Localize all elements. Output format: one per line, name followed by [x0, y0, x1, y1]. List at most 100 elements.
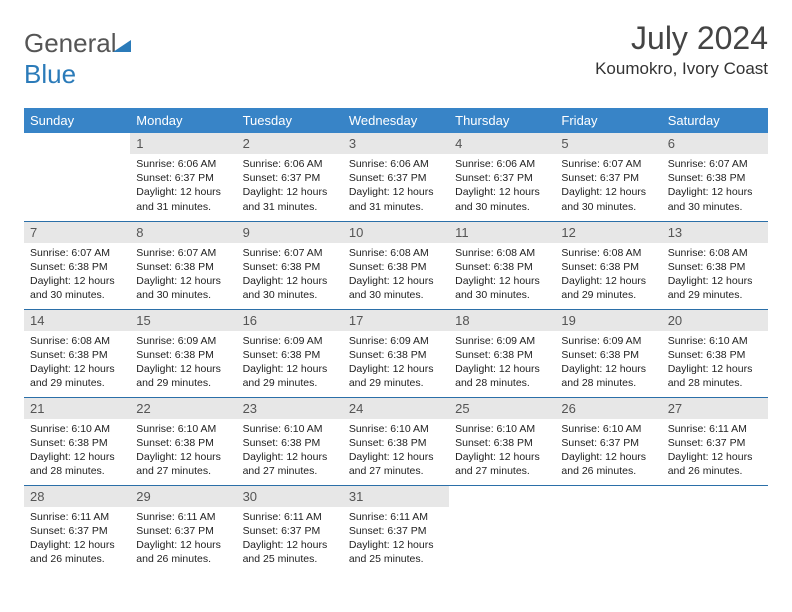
calendar-day-cell: 18Sunrise: 6:09 AMSunset: 6:38 PMDayligh…: [449, 309, 555, 397]
brand-triangle-icon: [113, 40, 131, 52]
weekday-header: Tuesday: [237, 108, 343, 133]
brand-logo: General Blue: [24, 28, 131, 90]
calendar-day-cell: 26Sunrise: 6:10 AMSunset: 6:37 PMDayligh…: [555, 397, 661, 485]
calendar-day-cell: 4Sunrise: 6:06 AMSunset: 6:37 PMDaylight…: [449, 133, 555, 221]
day-details: Sunrise: 6:07 AMSunset: 6:38 PMDaylight:…: [130, 243, 236, 309]
day-number: 29: [130, 486, 236, 507]
calendar-table: SundayMondayTuesdayWednesdayThursdayFrid…: [24, 108, 768, 573]
calendar-day-cell: 17Sunrise: 6:09 AMSunset: 6:38 PMDayligh…: [343, 309, 449, 397]
calendar-day-cell: [449, 485, 555, 573]
calendar-day-cell: 30Sunrise: 6:11 AMSunset: 6:37 PMDayligh…: [237, 485, 343, 573]
day-details: Sunrise: 6:10 AMSunset: 6:38 PMDaylight:…: [449, 419, 555, 485]
calendar-day-cell: [555, 485, 661, 573]
weekday-header: Monday: [130, 108, 236, 133]
day-details: Sunrise: 6:10 AMSunset: 6:38 PMDaylight:…: [343, 419, 449, 485]
calendar-day-cell: 28Sunrise: 6:11 AMSunset: 6:37 PMDayligh…: [24, 485, 130, 573]
calendar-day-cell: 11Sunrise: 6:08 AMSunset: 6:38 PMDayligh…: [449, 221, 555, 309]
day-details: Sunrise: 6:11 AMSunset: 6:37 PMDaylight:…: [24, 507, 130, 573]
calendar-day-cell: 9Sunrise: 6:07 AMSunset: 6:38 PMDaylight…: [237, 221, 343, 309]
day-number: 9: [237, 222, 343, 243]
day-number: 19: [555, 310, 661, 331]
day-details: Sunrise: 6:11 AMSunset: 6:37 PMDaylight:…: [662, 419, 768, 485]
day-number: 27: [662, 398, 768, 419]
calendar-day-cell: 8Sunrise: 6:07 AMSunset: 6:38 PMDaylight…: [130, 221, 236, 309]
day-number: [24, 133, 130, 154]
calendar-day-cell: 5Sunrise: 6:07 AMSunset: 6:37 PMDaylight…: [555, 133, 661, 221]
day-number: 15: [130, 310, 236, 331]
day-details: Sunrise: 6:07 AMSunset: 6:38 PMDaylight:…: [24, 243, 130, 309]
day-number: 30: [237, 486, 343, 507]
day-details: Sunrise: 6:08 AMSunset: 6:38 PMDaylight:…: [662, 243, 768, 309]
day-details: Sunrise: 6:10 AMSunset: 6:38 PMDaylight:…: [237, 419, 343, 485]
calendar-day-cell: 21Sunrise: 6:10 AMSunset: 6:38 PMDayligh…: [24, 397, 130, 485]
calendar-week-row: 1Sunrise: 6:06 AMSunset: 6:37 PMDaylight…: [24, 133, 768, 221]
day-number: [662, 486, 768, 507]
day-details: Sunrise: 6:10 AMSunset: 6:38 PMDaylight:…: [662, 331, 768, 397]
day-number: 11: [449, 222, 555, 243]
day-number: 7: [24, 222, 130, 243]
calendar-week-row: 28Sunrise: 6:11 AMSunset: 6:37 PMDayligh…: [24, 485, 768, 573]
day-number: 10: [343, 222, 449, 243]
day-number: 14: [24, 310, 130, 331]
calendar-day-cell: 14Sunrise: 6:08 AMSunset: 6:38 PMDayligh…: [24, 309, 130, 397]
weekday-header: Sunday: [24, 108, 130, 133]
brand-part1: General: [24, 28, 117, 58]
day-number: 26: [555, 398, 661, 419]
calendar-day-cell: 20Sunrise: 6:10 AMSunset: 6:38 PMDayligh…: [662, 309, 768, 397]
day-number: 23: [237, 398, 343, 419]
day-number: [555, 486, 661, 507]
day-details: Sunrise: 6:11 AMSunset: 6:37 PMDaylight:…: [130, 507, 236, 573]
calendar-day-cell: 2Sunrise: 6:06 AMSunset: 6:37 PMDaylight…: [237, 133, 343, 221]
day-number: 20: [662, 310, 768, 331]
day-number: 2: [237, 133, 343, 154]
calendar-day-cell: [24, 133, 130, 221]
calendar-day-cell: 29Sunrise: 6:11 AMSunset: 6:37 PMDayligh…: [130, 485, 236, 573]
calendar-day-cell: 24Sunrise: 6:10 AMSunset: 6:38 PMDayligh…: [343, 397, 449, 485]
day-number: 28: [24, 486, 130, 507]
weekday-header: Thursday: [449, 108, 555, 133]
brand-text: General Blue: [24, 28, 131, 90]
location-text: Koumokro, Ivory Coast: [595, 59, 768, 79]
day-details: Sunrise: 6:06 AMSunset: 6:37 PMDaylight:…: [130, 154, 236, 220]
weekday-header: Wednesday: [343, 108, 449, 133]
calendar-day-cell: 22Sunrise: 6:10 AMSunset: 6:38 PMDayligh…: [130, 397, 236, 485]
day-details: Sunrise: 6:11 AMSunset: 6:37 PMDaylight:…: [343, 507, 449, 573]
day-details: Sunrise: 6:11 AMSunset: 6:37 PMDaylight:…: [237, 507, 343, 573]
day-number: 25: [449, 398, 555, 419]
day-details: Sunrise: 6:10 AMSunset: 6:38 PMDaylight:…: [24, 419, 130, 485]
calendar-day-cell: 13Sunrise: 6:08 AMSunset: 6:38 PMDayligh…: [662, 221, 768, 309]
day-number: 5: [555, 133, 661, 154]
day-details: Sunrise: 6:09 AMSunset: 6:38 PMDaylight:…: [237, 331, 343, 397]
calendar-body: 1Sunrise: 6:06 AMSunset: 6:37 PMDaylight…: [24, 133, 768, 573]
calendar-week-row: 7Sunrise: 6:07 AMSunset: 6:38 PMDaylight…: [24, 221, 768, 309]
calendar-week-row: 14Sunrise: 6:08 AMSunset: 6:38 PMDayligh…: [24, 309, 768, 397]
day-details: Sunrise: 6:09 AMSunset: 6:38 PMDaylight:…: [555, 331, 661, 397]
month-title: July 2024: [595, 20, 768, 57]
weekday-header: Friday: [555, 108, 661, 133]
day-number: 22: [130, 398, 236, 419]
page-header: General Blue July 2024 Koumokro, Ivory C…: [24, 20, 768, 90]
day-details: Sunrise: 6:07 AMSunset: 6:38 PMDaylight:…: [662, 154, 768, 220]
day-number: [449, 486, 555, 507]
day-details: Sunrise: 6:06 AMSunset: 6:37 PMDaylight:…: [343, 154, 449, 220]
day-number: 12: [555, 222, 661, 243]
brand-part2: Blue: [24, 59, 76, 89]
day-details: Sunrise: 6:08 AMSunset: 6:38 PMDaylight:…: [555, 243, 661, 309]
day-details: Sunrise: 6:09 AMSunset: 6:38 PMDaylight:…: [130, 331, 236, 397]
calendar-day-cell: 31Sunrise: 6:11 AMSunset: 6:37 PMDayligh…: [343, 485, 449, 573]
calendar-day-cell: 25Sunrise: 6:10 AMSunset: 6:38 PMDayligh…: [449, 397, 555, 485]
day-number: 18: [449, 310, 555, 331]
calendar-day-cell: 23Sunrise: 6:10 AMSunset: 6:38 PMDayligh…: [237, 397, 343, 485]
day-details: Sunrise: 6:10 AMSunset: 6:38 PMDaylight:…: [130, 419, 236, 485]
day-number: 17: [343, 310, 449, 331]
day-number: 6: [662, 133, 768, 154]
day-details: Sunrise: 6:09 AMSunset: 6:38 PMDaylight:…: [343, 331, 449, 397]
day-details: Sunrise: 6:09 AMSunset: 6:38 PMDaylight:…: [449, 331, 555, 397]
day-details: Sunrise: 6:08 AMSunset: 6:38 PMDaylight:…: [24, 331, 130, 397]
calendar-day-cell: 3Sunrise: 6:06 AMSunset: 6:37 PMDaylight…: [343, 133, 449, 221]
day-details: Sunrise: 6:06 AMSunset: 6:37 PMDaylight:…: [237, 154, 343, 220]
day-number: 21: [24, 398, 130, 419]
day-number: 3: [343, 133, 449, 154]
day-number: 13: [662, 222, 768, 243]
day-details: Sunrise: 6:07 AMSunset: 6:38 PMDaylight:…: [237, 243, 343, 309]
